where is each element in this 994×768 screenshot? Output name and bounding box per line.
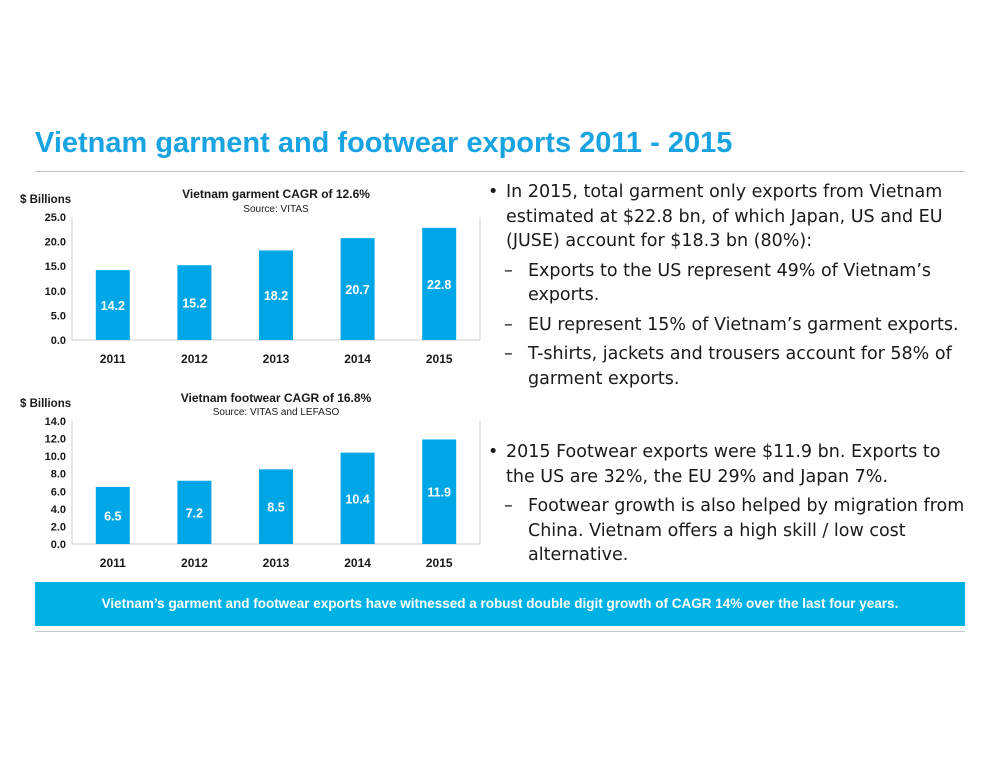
footwear-x-tick-label: 2013 (263, 556, 290, 570)
garment-y-tick-label: 5.0 (51, 310, 66, 322)
bullet-text: 2015 Footwear exports were $11.9 bn. Exp… (506, 442, 941, 487)
garment-data-label: 18.2 (264, 289, 288, 303)
garment-chart: $ Billions Vietnam garment CAGR of 12.6%… (0, 0, 481, 380)
footwear-chart: $ Billions Vietnam footwear CAGR of 16.8… (0, 0, 481, 580)
sub-bullet-text: Footwear growth is also helped by migrat… (528, 496, 965, 565)
garment-y-tick-label: 10.0 (45, 286, 66, 298)
garment-x-tick-label: 2011 (100, 352, 126, 366)
garment-y-axis-label: $ Billions (20, 194, 72, 206)
footwear-x-tick-label: 2014 (344, 556, 371, 570)
footwear-y-axis-label: $ Billions (20, 398, 72, 410)
footwear-y-tick-label: 14.0 (45, 416, 66, 428)
footwear-data-label: 10.4 (345, 492, 369, 506)
sub-bullet-marker: – (504, 496, 513, 516)
footwear-data-label: 8.5 (267, 501, 284, 515)
garment-data-label: 22.8 (427, 278, 451, 292)
garment-bar (259, 250, 293, 340)
sub-bullet-text: Exports to the US represent 49% of Vietn… (528, 260, 932, 306)
bullet-marker: • (488, 182, 499, 202)
footwear-x-tick-label: 2011 (100, 556, 126, 570)
sub-bullet: – T-shirts, jackets and trousers account… (484, 342, 974, 391)
garment-y-tick-label: 0.0 (51, 335, 66, 347)
garment-bar (340, 238, 375, 340)
garment-chart-source: Source: VITAS (243, 204, 309, 215)
footwear-y-tick-label: 6.0 (51, 486, 66, 498)
footwear-chart-plot: 0.0 2.0 4.0 6.0 8.0 10.0 12.0 14.0 6.5 2011 7.2 201… (45, 416, 481, 570)
garment-y-tick-label: 25.0 (45, 212, 66, 224)
garment-x-tick-label: 2012 (181, 352, 208, 366)
footwear-y-tick-label: 4.0 (51, 504, 66, 516)
footwear-x-tick-label: 2012 (181, 556, 208, 570)
bullet-marker: • (488, 442, 499, 462)
footwear-data-label: 6.5 (104, 509, 121, 523)
footwear-y-tick-label: 0.0 (51, 539, 66, 551)
sub-bullet: – EU represent 15% of Vietnam’s garment … (484, 313, 974, 338)
garment-bar (177, 265, 212, 340)
title-divider (35, 171, 965, 172)
garment-bar (422, 227, 457, 340)
footwear-chart-title: Vietnam footwear CAGR of 16.8% (180, 391, 372, 405)
footwear-data-label: 7.2 (186, 506, 203, 520)
garment-bar (95, 270, 130, 340)
garment-data-label: 14.2 (101, 299, 125, 313)
garment-chart-plot: 0.0 5.0 10.0 15.0 20.0 25.0 14.2 2011 15.2 2012 18… (45, 212, 481, 366)
footwear-y-tick-label: 8.0 (51, 469, 66, 481)
footwear-y-tick-label: 12.0 (45, 434, 66, 446)
footwear-bar (422, 439, 457, 544)
footwear-bar (177, 480, 212, 544)
sub-bullet-marker: – (504, 260, 513, 281)
garment-x-tick-label: 2014 (344, 352, 371, 366)
sub-bullet-text: T-shirts, jackets and trousers account f… (528, 344, 952, 389)
bullet-footwear: • 2015 Footwear exports were $11.9 bn. E… (484, 440, 974, 489)
sub-bullet-marker: – (504, 314, 513, 335)
summary-banner: Vietnam’s garment and footwear exports h… (35, 582, 965, 626)
garment-y-tick-label: 20.0 (45, 237, 66, 249)
sub-bullet: – Footwear growth is also helped by migr… (484, 494, 974, 568)
footwear-bar (95, 486, 130, 544)
garment-x-tick-label: 2015 (426, 352, 453, 366)
footwear-x-tick-label: 2015 (426, 556, 453, 570)
footwear-y-tick-label: 10.0 (45, 451, 66, 463)
sub-bullet-text: EU represent 15% of Vietnam’s garment ex… (528, 314, 959, 335)
bullet-list: • In 2015, total garment only exports fr… (484, 180, 974, 568)
bullet-text: In 2015, total garment only exports from… (506, 182, 943, 251)
banner-divider (35, 631, 965, 632)
footwear-data-label: 11.9 (427, 486, 451, 500)
garment-x-tick-label: 2013 (263, 352, 290, 366)
garment-chart-title: Vietnam garment CAGR of 12.6% (182, 187, 370, 201)
footwear-bar (340, 452, 375, 544)
footwear-chart-source: Source: VITAS and LEFASO (212, 407, 340, 418)
footwear-bar (259, 469, 293, 544)
sub-bullet: – Exports to the US represent 49% of Vie… (484, 259, 974, 308)
bullet-garment: • In 2015, total garment only exports fr… (484, 180, 974, 254)
slide-title: Vietnam garment and footwear exports 201… (35, 127, 733, 159)
garment-y-tick-label: 15.0 (45, 261, 66, 273)
garment-data-label: 20.7 (345, 283, 369, 297)
sub-bullet-marker: – (504, 344, 513, 364)
garment-data-label: 15.2 (182, 297, 206, 311)
footwear-y-tick-label: 2.0 (51, 521, 66, 533)
